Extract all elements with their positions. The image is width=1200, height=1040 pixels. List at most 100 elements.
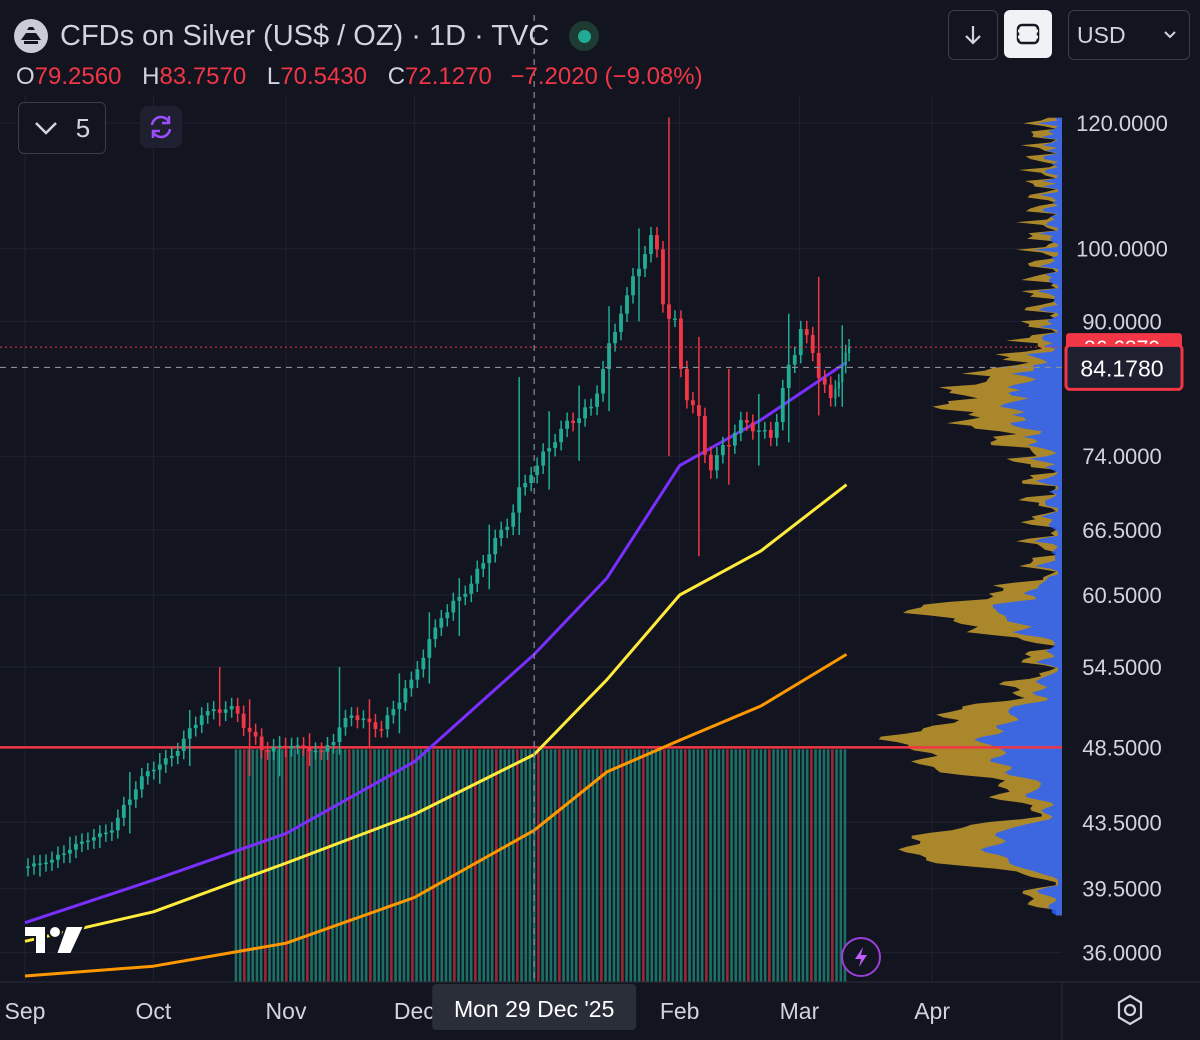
candle-body[interactable] [661, 249, 665, 305]
candle-body[interactable] [229, 705, 234, 710]
candle-body[interactable] [613, 331, 617, 344]
candle-body[interactable] [319, 750, 324, 753]
candle-body[interactable] [505, 526, 510, 530]
candle-body[interactable] [187, 728, 192, 739]
candle-body[interactable] [547, 448, 552, 452]
candle-body[interactable] [379, 729, 384, 731]
download-button[interactable] [948, 10, 998, 60]
candle-body[interactable] [601, 369, 605, 394]
candle-body[interactable] [571, 420, 576, 424]
candle-body[interactable] [241, 713, 246, 728]
candle-body[interactable] [68, 849, 72, 854]
candle-body[interactable] [301, 745, 306, 748]
candle-body[interactable] [271, 747, 276, 752]
indicators-toggle-button[interactable]: 5 [18, 102, 106, 154]
price-axis[interactable]: 120.0000 100.0000 90.0000 74.0000 66.5000 60.… [1062, 0, 1200, 982]
candle-body[interactable] [235, 705, 240, 714]
candle-body[interactable] [804, 329, 809, 336]
candle-body[interactable] [157, 764, 162, 770]
candle-body[interactable] [565, 420, 570, 429]
candle-body[interactable] [451, 600, 456, 613]
candle-body[interactable] [74, 843, 78, 850]
settings-button[interactable] [1110, 990, 1150, 1030]
candle-body[interactable] [577, 418, 582, 424]
candles[interactable] [26, 117, 851, 877]
candle-body[interactable] [481, 563, 486, 569]
candle-body[interactable] [816, 352, 821, 379]
candle-body[interactable] [211, 709, 216, 712]
candle-body[interactable] [844, 352, 847, 366]
candle-body[interactable] [469, 583, 474, 594]
candle-body[interactable] [559, 428, 564, 443]
candle-body[interactable] [457, 596, 462, 601]
candle-body[interactable] [463, 593, 468, 597]
candle-body[interactable] [355, 715, 360, 721]
candle-body[interactable] [847, 347, 851, 353]
candle-body[interactable] [367, 718, 372, 723]
candle-body[interactable] [792, 354, 797, 365]
candle-body[interactable] [541, 451, 546, 466]
candle-body[interactable] [798, 329, 803, 355]
candle-body[interactable] [169, 755, 174, 759]
candle-body[interactable] [133, 789, 138, 800]
candle-body[interactable] [625, 295, 629, 314]
candle-body[interactable] [175, 751, 180, 756]
candle-body[interactable] [421, 657, 426, 670]
currency-select[interactable]: USD [1068, 10, 1190, 60]
candle-body[interactable] [679, 318, 683, 369]
candle-body[interactable] [714, 455, 719, 471]
candle-body[interactable] [397, 702, 402, 710]
candle-body[interactable] [517, 487, 522, 513]
candle-body[interactable] [181, 738, 186, 752]
candle-body[interactable] [127, 799, 132, 805]
candle-body[interactable] [373, 722, 378, 730]
candle-body[interactable] [349, 715, 354, 718]
candle-body[interactable] [637, 268, 641, 277]
candle-body[interactable] [289, 745, 294, 749]
candle-body[interactable] [50, 859, 54, 863]
candle-body[interactable] [762, 429, 767, 432]
symbol-title[interactable]: CFDs on Silver (US$ / OZ) · 1D · TVC [60, 19, 550, 52]
candle-body[interactable] [56, 854, 60, 860]
candle-body[interactable] [361, 718, 366, 721]
candle-body[interactable] [247, 727, 252, 732]
candle-body[interactable] [535, 465, 540, 476]
candle-body[interactable] [708, 454, 713, 471]
candle-body[interactable] [841, 365, 844, 383]
candle-body[interactable] [649, 235, 653, 255]
candle-body[interactable] [62, 853, 66, 856]
candle-body[interactable] [607, 343, 611, 370]
candle-body[interactable] [774, 422, 779, 438]
fullscreen-button[interactable] [1004, 10, 1052, 58]
candle-body[interactable] [828, 384, 833, 399]
candle-body[interactable] [834, 388, 837, 399]
candle-body[interactable] [115, 817, 120, 831]
candle-body[interactable] [145, 771, 150, 777]
candle-body[interactable] [583, 407, 588, 419]
candle-body[interactable] [343, 717, 348, 728]
candle-body[interactable] [445, 612, 450, 619]
candle-body[interactable] [205, 711, 210, 716]
candle-body[interactable] [331, 742, 336, 746]
candle-body[interactable] [121, 804, 126, 818]
candle-body[interactable] [44, 862, 48, 865]
candle-body[interactable] [259, 736, 264, 751]
candle-body[interactable] [655, 235, 659, 250]
candle-body[interactable] [780, 387, 785, 423]
candle-body[interactable] [295, 745, 300, 747]
candle-body[interactable] [810, 335, 815, 353]
candle-body[interactable] [26, 866, 30, 869]
market-status-icon[interactable] [569, 21, 600, 51]
candle-body[interactable] [193, 724, 198, 729]
candle-body[interactable] [487, 554, 492, 564]
sync-button[interactable] [140, 106, 182, 148]
candle-body[interactable] [325, 745, 330, 752]
candle-body[interactable] [433, 627, 438, 640]
candle-body[interactable] [85, 840, 90, 843]
candle-body[interactable] [493, 537, 498, 555]
candle-body[interactable] [499, 529, 504, 538]
candle-body[interactable] [32, 863, 36, 867]
candle-body[interactable] [391, 709, 396, 716]
time-axis[interactable]: Sep Oct Nov Dec Feb Mar Apr Mon 29 Dec '25 [0, 981, 1200, 1040]
candle-body[interactable] [738, 419, 743, 433]
